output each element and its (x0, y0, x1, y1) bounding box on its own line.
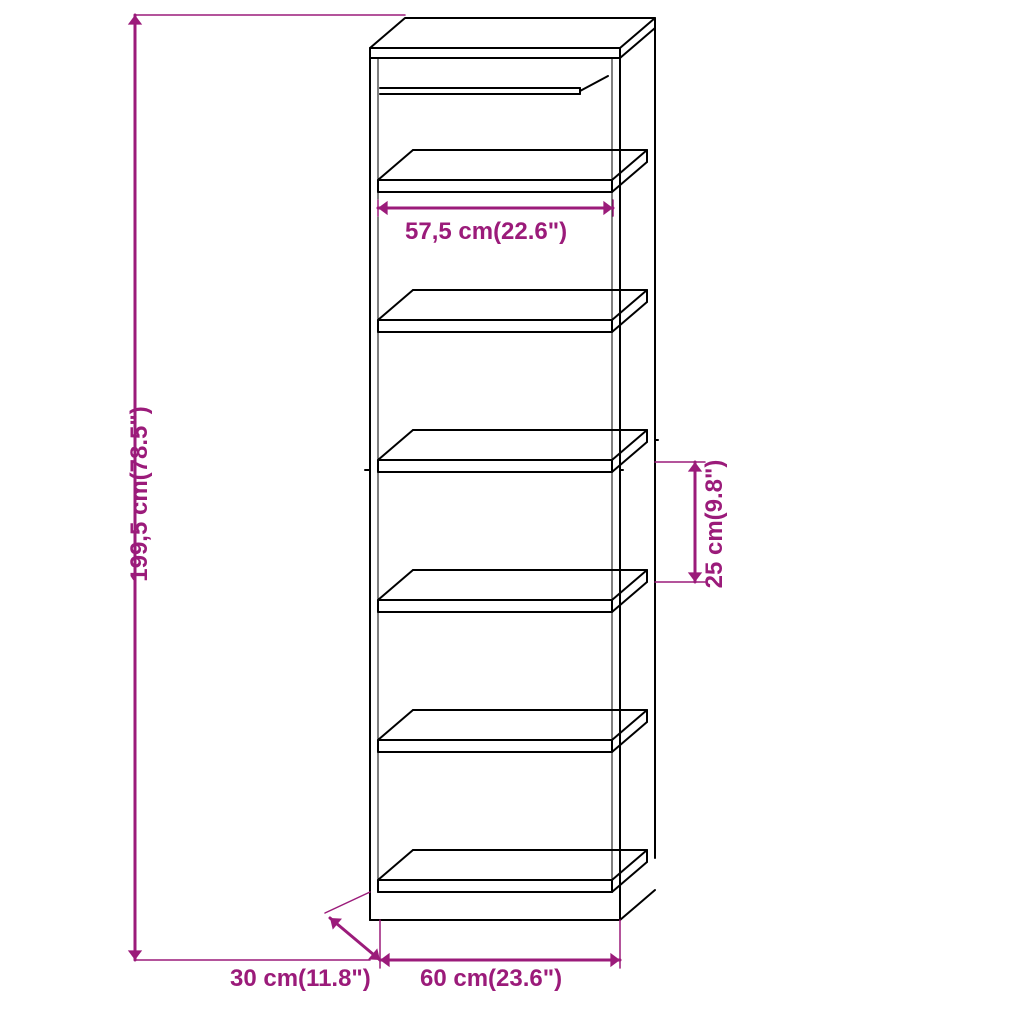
shelf-width-label: 57,5 cm(22.6") (405, 218, 567, 246)
depth-label: 30 cm(11.8") (230, 965, 371, 993)
shelf-spacing-label: 25 cm(9.8") (701, 444, 729, 604)
height-label: 199,5 cm(78.5") (126, 394, 154, 594)
width-label: 60 cm(23.6") (420, 965, 562, 993)
